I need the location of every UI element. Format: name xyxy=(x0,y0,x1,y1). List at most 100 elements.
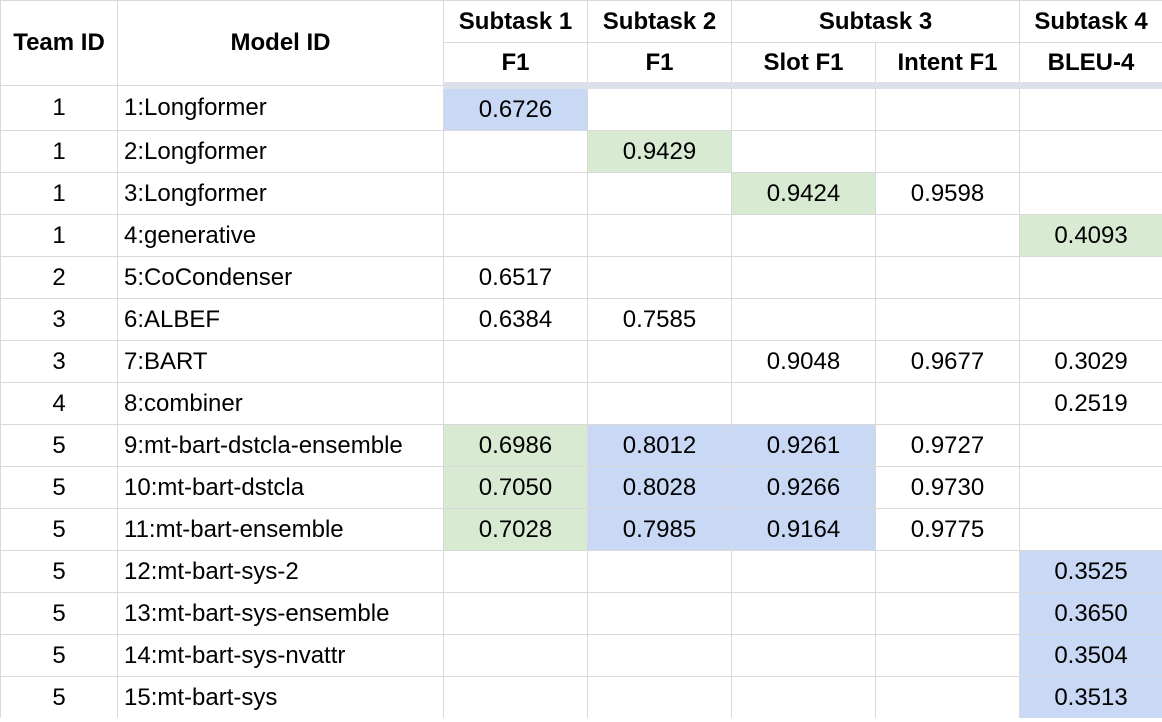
subtask1-f1-cell xyxy=(443,172,588,215)
slot-f1-cell xyxy=(731,298,876,341)
bleu4-cell: 0.2519 xyxy=(1019,382,1162,425)
model-id-cell: 2:Longformer xyxy=(117,130,444,173)
subtask1-f1-cell: 0.6986 xyxy=(443,424,588,467)
subtask1-f1-cell: 0.6384 xyxy=(443,298,588,341)
slot-f1-cell xyxy=(731,592,876,635)
model-id-cell: 8:combiner xyxy=(117,382,444,425)
table-row: 5 10:mt-bart-dstcla 0.7050 0.8028 0.9266 0.97… xyxy=(0,466,1162,509)
subtask2-f1-cell xyxy=(587,214,732,257)
subtask2-f1-cell xyxy=(587,550,732,593)
slot-f1-cell xyxy=(731,634,876,677)
model-id-cell: 5:CoCondenser xyxy=(117,256,444,299)
subtask2-f1-cell xyxy=(587,256,732,299)
table-row: 2 5:CoCondenser 0.6517 xyxy=(0,256,1162,299)
subtask1-f1-cell xyxy=(443,130,588,173)
team-id-cell: 5 xyxy=(0,592,118,635)
slot-f1-cell xyxy=(731,676,876,718)
team-id-cell: 1 xyxy=(0,130,118,173)
subtask2-f1-cell xyxy=(587,676,732,718)
table-row: 4 8:combiner 0.2519 xyxy=(0,382,1162,425)
subtask2-f1-cell: 0.7585 xyxy=(587,298,732,341)
subtask1-f1-cell xyxy=(443,382,588,425)
subtask1-f1-cell: 0.7028 xyxy=(443,508,588,551)
subtask1-f1-cell xyxy=(443,550,588,593)
bleu4-cell xyxy=(1019,85,1162,131)
model-id-cell: 4:generative xyxy=(117,214,444,257)
team-id-cell: 1 xyxy=(0,85,118,131)
table-row: 5 14:mt-bart-sys-nvattr 0.3504 xyxy=(0,634,1162,677)
bleu4-cell xyxy=(1019,298,1162,341)
team-id-cell: 3 xyxy=(0,298,118,341)
bleu4-cell xyxy=(1019,466,1162,509)
intent-f1-cell xyxy=(874,382,1021,425)
team-id-cell: 5 xyxy=(0,676,118,718)
table-row: 3 7:BART 0.9048 0.9677 0.3029 xyxy=(0,340,1162,383)
subtask1-f1-header: F1 xyxy=(443,42,588,89)
team-id-cell: 1 xyxy=(0,214,118,257)
model-id-cell: 13:mt-bart-sys-ensemble xyxy=(117,592,444,635)
table-row: 1 2:Longformer 0.9429 xyxy=(0,130,1162,173)
team-id-cell: 5 xyxy=(0,466,118,509)
team-id-cell: 5 xyxy=(0,508,118,551)
subtask1-f1-cell xyxy=(443,340,588,383)
intent-f1-cell: 0.9677 xyxy=(874,340,1021,383)
slot-f1-cell: 0.9164 xyxy=(731,508,876,551)
model-id-cell: 3:Longformer xyxy=(117,172,444,215)
table-row: 1 4:generative 0.4093 xyxy=(0,214,1162,257)
subtask2-f1-cell xyxy=(587,85,732,131)
team-id-cell: 2 xyxy=(0,256,118,299)
team-id-cell: 5 xyxy=(0,634,118,677)
bleu4-cell: 0.3029 xyxy=(1019,340,1162,383)
subtask1-f1-cell xyxy=(443,634,588,677)
bleu4-cell: 0.4093 xyxy=(1019,214,1162,257)
intent-f1-cell xyxy=(874,550,1021,593)
subtask3-header: Subtask 3 xyxy=(730,0,1021,43)
model-id-header: Model ID xyxy=(117,0,444,86)
subtask2-f1-cell xyxy=(587,340,732,383)
slot-f1-cell xyxy=(731,382,876,425)
slot-f1-cell xyxy=(731,130,876,173)
bleu4-cell: 0.3513 xyxy=(1019,676,1162,718)
model-id-cell: 12:mt-bart-sys-2 xyxy=(117,550,444,593)
subtask2-f1-cell: 0.7985 xyxy=(587,508,732,551)
intent-f1-cell xyxy=(874,592,1021,635)
bleu4-cell: 0.3650 xyxy=(1019,592,1162,635)
intent-f1-cell xyxy=(874,256,1021,299)
model-id-cell: 6:ALBEF xyxy=(117,298,444,341)
subtask2-f1-cell: 0.9429 xyxy=(587,130,732,173)
team-id-cell: 5 xyxy=(0,424,118,467)
team-id-cell: 5 xyxy=(0,550,118,593)
subtask2-f1-cell xyxy=(587,172,732,215)
subtask4-header: Subtask 4 xyxy=(1019,0,1162,43)
model-id-cell: 9:mt-bart-dstcla-ensemble xyxy=(117,424,444,467)
subtask2-f1-cell xyxy=(587,592,732,635)
table-row: 3 6:ALBEF 0.6384 0.7585 xyxy=(0,298,1162,341)
team-id-cell: 4 xyxy=(0,382,118,425)
intent-f1-cell xyxy=(874,214,1021,257)
team-id-header: Team ID xyxy=(0,0,118,86)
intent-f1-header: Intent F1 xyxy=(874,42,1021,89)
intent-f1-cell xyxy=(874,298,1021,341)
intent-f1-cell xyxy=(874,634,1021,677)
subtask2-f1-cell: 0.8012 xyxy=(587,424,732,467)
bleu4-header: BLEU-4 xyxy=(1019,42,1162,89)
bleu4-cell xyxy=(1019,424,1162,467)
slot-f1-cell xyxy=(731,256,876,299)
intent-f1-cell: 0.9598 xyxy=(874,172,1021,215)
table-row: 5 12:mt-bart-sys-2 0.3525 xyxy=(0,550,1162,593)
table-row: 5 13:mt-bart-sys-ensemble 0.3650 xyxy=(0,592,1162,635)
model-id-cell: 11:mt-bart-ensemble xyxy=(117,508,444,551)
bleu4-cell: 0.3504 xyxy=(1019,634,1162,677)
bleu4-cell xyxy=(1019,508,1162,551)
slot-f1-header: Slot F1 xyxy=(731,42,876,89)
model-id-cell: 7:BART xyxy=(117,340,444,383)
subtask1-f1-cell: 0.7050 xyxy=(443,466,588,509)
intent-f1-cell: 0.9775 xyxy=(874,508,1021,551)
table-header: Team ID Model ID Subtask 1 Subtask 2 Sub… xyxy=(0,0,1162,89)
table-body: 1 1:Longformer 0.6726 1 2:Longformer 0.9429 1 3… xyxy=(0,85,1162,718)
bleu4-cell xyxy=(1019,172,1162,215)
table-row: 1 1:Longformer 0.6726 xyxy=(0,85,1162,131)
slot-f1-cell xyxy=(731,214,876,257)
slot-f1-cell: 0.9424 xyxy=(731,172,876,215)
subtask2-header: Subtask 2 xyxy=(587,0,732,43)
